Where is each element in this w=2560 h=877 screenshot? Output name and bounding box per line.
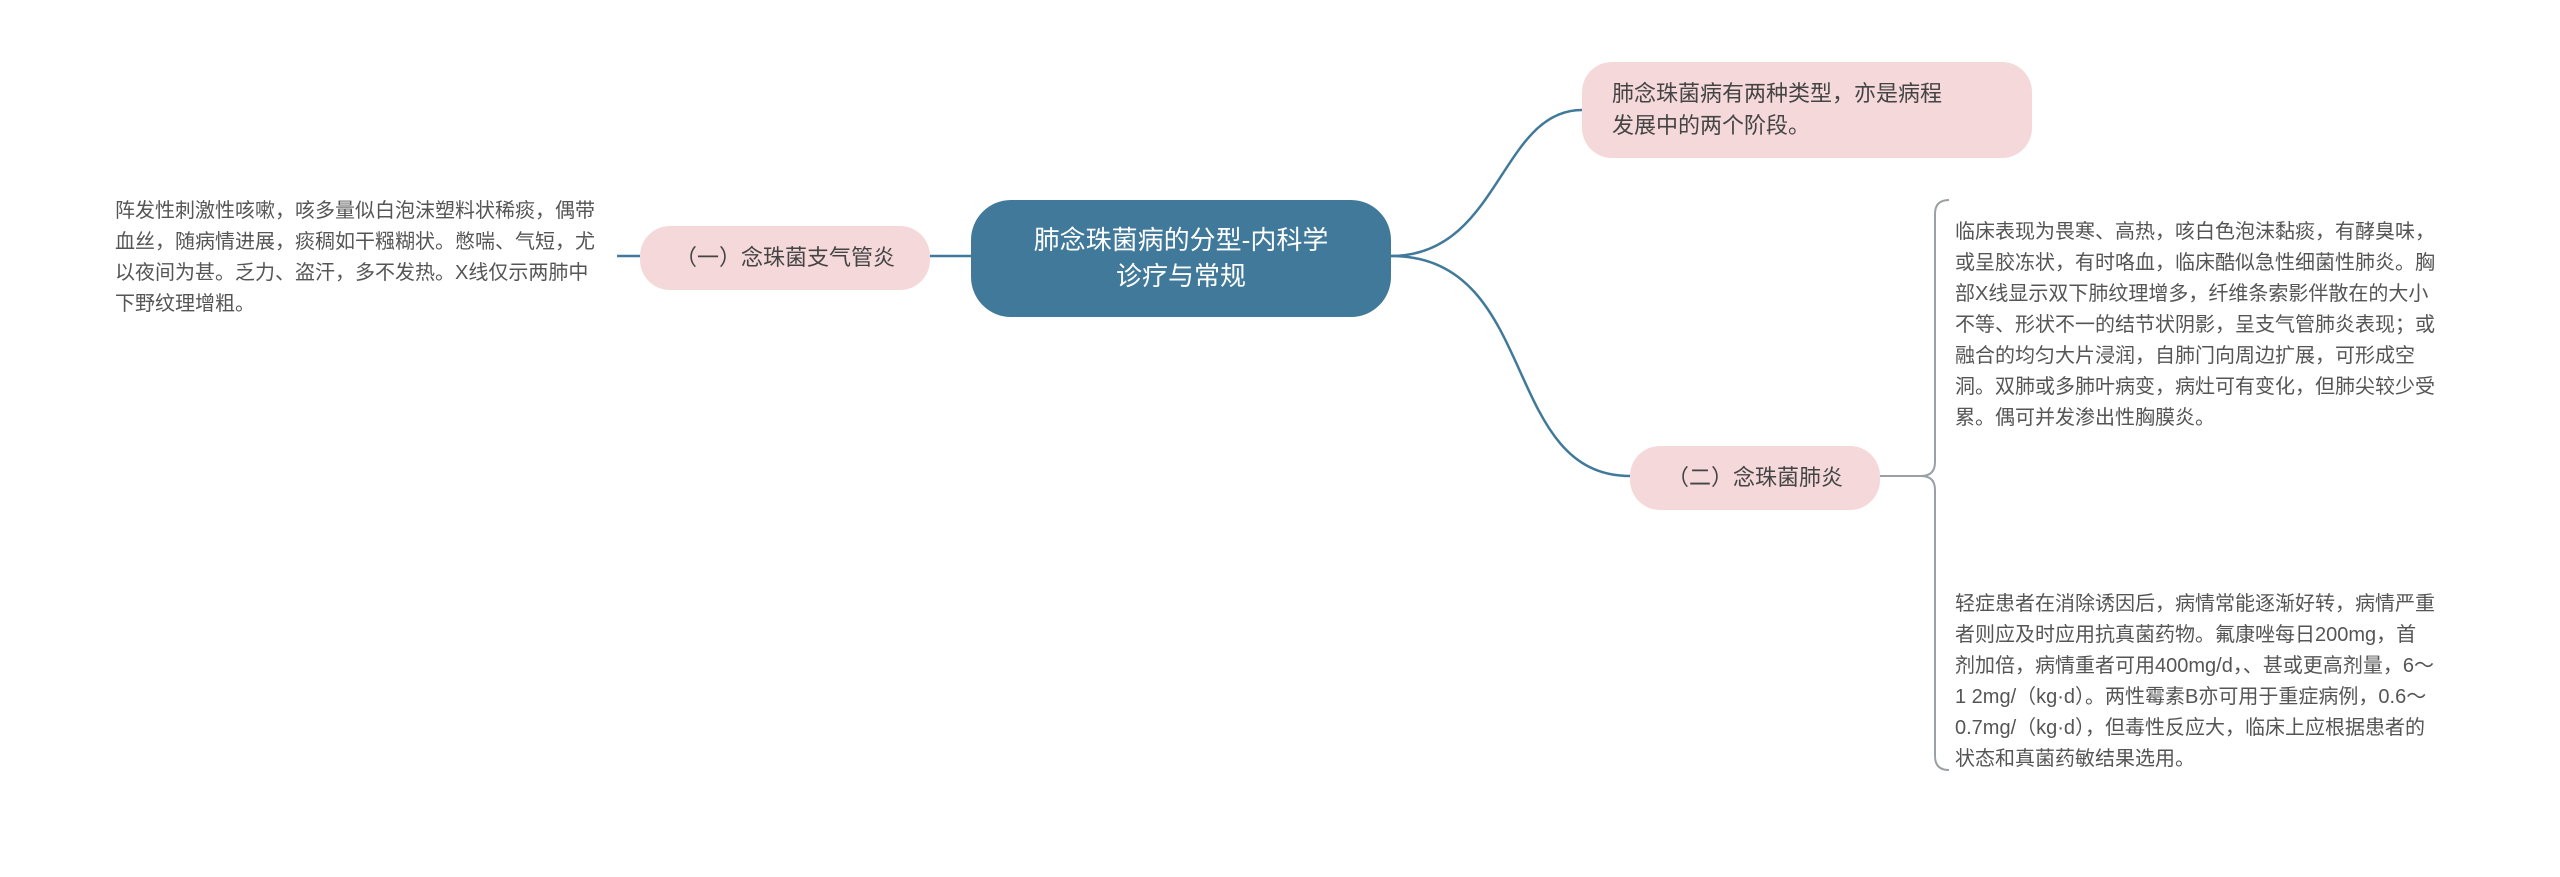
branch-left-label: （一）念珠菌支气管炎 — [675, 242, 895, 274]
root-text: 肺念珠菌病的分型-内科学诊疗与常规 — [1034, 222, 1329, 295]
leaf-pneumonia-clinical-text: 临床表现为畏寒、高热，咳白色泡沫黏痰，有酵臭味，或呈胶冻状，有时咯血，临床酷似急… — [1955, 217, 2435, 434]
leaf-pneumonia-treatment-text: 轻症患者在消除诱因后，病情常能逐渐好转，病情严重者则应及时应用抗真菌药物。氟康唑… — [1955, 589, 2435, 775]
leaf-bronchitis-desc: 阵发性刺激性咳嗽，咳多量似白泡沫塑料状稀痰，偶带血丝，随病情进展，痰稠如干糨糊状… — [115, 188, 605, 328]
bracket — [1921, 200, 1949, 770]
branch-right-pneumonia[interactable]: （二）念珠菌肺炎 — [1630, 446, 1880, 510]
leaf-pneumonia-treatment: 轻症患者在消除诱因后，病情常能逐渐好转，病情严重者则应及时应用抗真菌药物。氟康唑… — [1955, 552, 2435, 812]
branch-right-types-text: 肺念珠菌病有两种类型，亦是病程发展中的两个阶段。 — [1612, 78, 1942, 142]
branch-left-bronchitis[interactable]: （一）念珠菌支气管炎 — [640, 226, 930, 290]
connector — [1391, 110, 1582, 256]
leaf-pneumonia-clinical: 临床表现为畏寒、高热，咳白色泡沫黏痰，有酵臭味，或呈胶冻状，有时咯血，临床酷似急… — [1955, 175, 2435, 475]
branch-right-pneumonia-label: （二）念珠菌肺炎 — [1667, 462, 1843, 494]
connector — [1391, 256, 1630, 476]
leaf-bronchitis-text: 阵发性刺激性咳嗽，咳多量似白泡沫塑料状稀痰，偶带血丝，随病情进展，痰稠如干糨糊状… — [115, 196, 605, 320]
root-node[interactable]: 肺念珠菌病的分型-内科学诊疗与常规 — [971, 200, 1391, 317]
branch-right-types[interactable]: 肺念珠菌病有两种类型，亦是病程发展中的两个阶段。 — [1582, 62, 2032, 158]
